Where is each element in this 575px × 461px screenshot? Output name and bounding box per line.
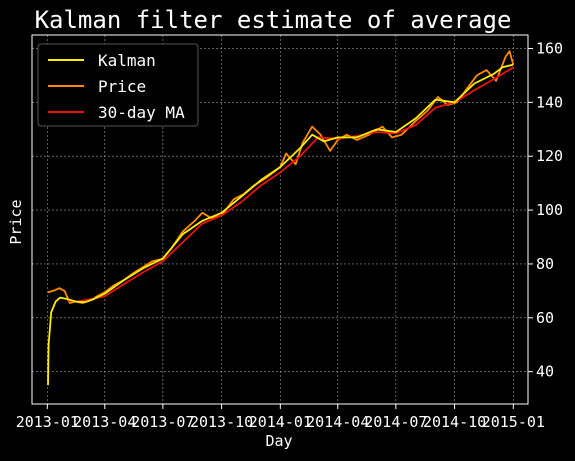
legend-label-30-day-ma: 30-day MA: [98, 103, 185, 122]
x-tick-label: 2014-07: [364, 413, 427, 431]
y-tick-label: 120: [536, 147, 563, 165]
legend: Kalman Price 30-day MA: [37, 43, 199, 127]
series-lines: [47, 50, 515, 386]
x-axis: 2013-012013-042013-072013-102014-012014-…: [16, 404, 545, 431]
x-tick-label: 2013-04: [73, 413, 136, 431]
y-tick-label: 40: [536, 363, 554, 381]
x-tick-label: 2013-01: [16, 413, 79, 431]
legend-frame: [37, 43, 199, 127]
x-tick-label: 2014-04: [306, 413, 369, 431]
y-tick-label: 140: [536, 93, 563, 111]
series-line-kalman: [47, 63, 514, 386]
y-tick-label: 100: [536, 201, 563, 219]
y-tick-label: 80: [536, 255, 554, 273]
legend-label-kalman: Kalman: [98, 51, 156, 70]
chart-title: Kalman filter estimate of average: [35, 6, 512, 34]
x-tick-label: 2013-07: [131, 413, 194, 431]
series-line-30-day-ma: [66, 66, 514, 303]
x-tick-label: 2015-01: [482, 413, 545, 431]
y-tick-label: 60: [536, 309, 554, 327]
x-tick-label: 2013-10: [190, 413, 253, 431]
x-tick-label: 2014-01: [249, 413, 312, 431]
y-axis-label: Price: [7, 199, 25, 244]
y-tick-label: 160: [536, 39, 563, 57]
y-axis: 40 60 80 100 120 140 160: [528, 39, 563, 381]
x-axis-label: Day: [265, 432, 292, 450]
legend-label-price: Price: [98, 77, 146, 96]
x-tick-label: 2014-10: [423, 413, 486, 431]
